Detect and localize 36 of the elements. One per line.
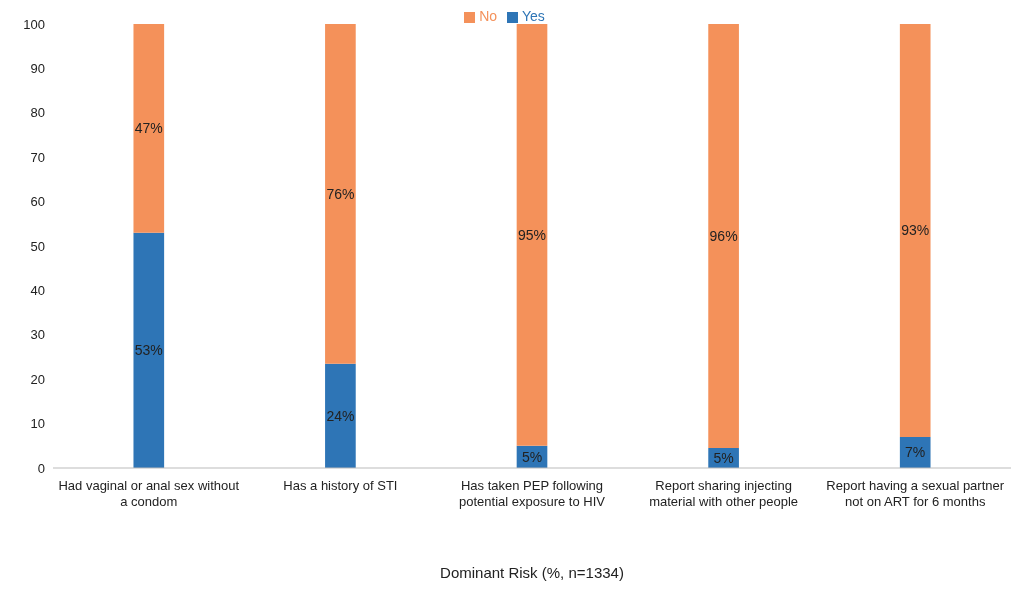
data-label: 24% [326, 407, 355, 424]
y-tick-label: 60 [30, 194, 45, 210]
data-label: 5% [713, 449, 734, 466]
y-tick-label: 10 [30, 416, 45, 432]
bar [708, 24, 739, 449]
data-label: 53% [134, 342, 163, 359]
x-tick-label: Report sharing injecting material with other people [649, 478, 799, 509]
bar [516, 24, 548, 446]
y-tick-label: 80 [30, 105, 45, 121]
x-tick-label: Has taken PEP following potential exposure to HIV [459, 478, 606, 509]
y-tick-label: 50 [30, 238, 45, 254]
data-label: 95% [517, 226, 547, 243]
y-tick-label: 70 [30, 149, 45, 165]
data-label: 76% [326, 185, 355, 202]
legend-label: No [479, 8, 498, 24]
y-tick-label: 20 [30, 371, 45, 387]
x-tick-label: Report having a sexual partner not on ART for 6 months [826, 478, 1005, 509]
y-tick-label: 40 [30, 283, 45, 299]
y-tick-label: 90 [30, 61, 45, 77]
bar [899, 24, 931, 437]
bar [325, 24, 356, 364]
y-tick-label: 30 [30, 327, 45, 343]
x-tick-label: Had vaginal or anal sex without a condom [58, 478, 240, 509]
data-label: 47% [134, 120, 163, 137]
y-tick-label: 100 [23, 16, 45, 32]
x-axis-title: Dominant Risk (%, n=1334) [440, 564, 624, 581]
bar [133, 24, 165, 233]
data-label: 5% [521, 448, 543, 465]
x-tick-label: Has a history of STI [283, 478, 398, 493]
bar [133, 232, 165, 468]
y-tick-label: 0 [37, 460, 45, 476]
data-label: 93% [901, 222, 930, 239]
legend-label: Yes [522, 8, 545, 24]
bar [325, 363, 356, 468]
data-label: 96% [709, 227, 738, 244]
data-label: 7% [905, 444, 926, 461]
